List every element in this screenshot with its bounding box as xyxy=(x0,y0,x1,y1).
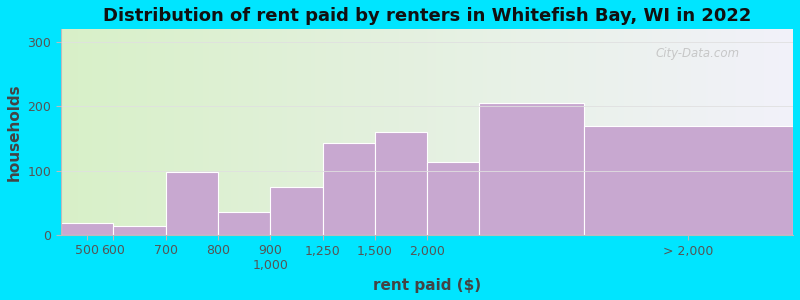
Bar xyxy=(479,103,584,235)
Bar xyxy=(584,126,793,235)
Bar xyxy=(166,172,218,235)
Bar xyxy=(218,212,270,235)
Bar xyxy=(61,223,114,235)
Bar xyxy=(270,187,322,235)
Text: City-Data.com: City-Data.com xyxy=(656,47,740,60)
Bar xyxy=(374,132,427,235)
Bar xyxy=(427,162,479,235)
Title: Distribution of rent paid by renters in Whitefish Bay, WI in 2022: Distribution of rent paid by renters in … xyxy=(103,7,751,25)
X-axis label: rent paid ($): rent paid ($) xyxy=(373,278,481,293)
Y-axis label: households: households xyxy=(7,83,22,181)
Bar xyxy=(322,143,374,235)
Bar xyxy=(114,226,166,235)
